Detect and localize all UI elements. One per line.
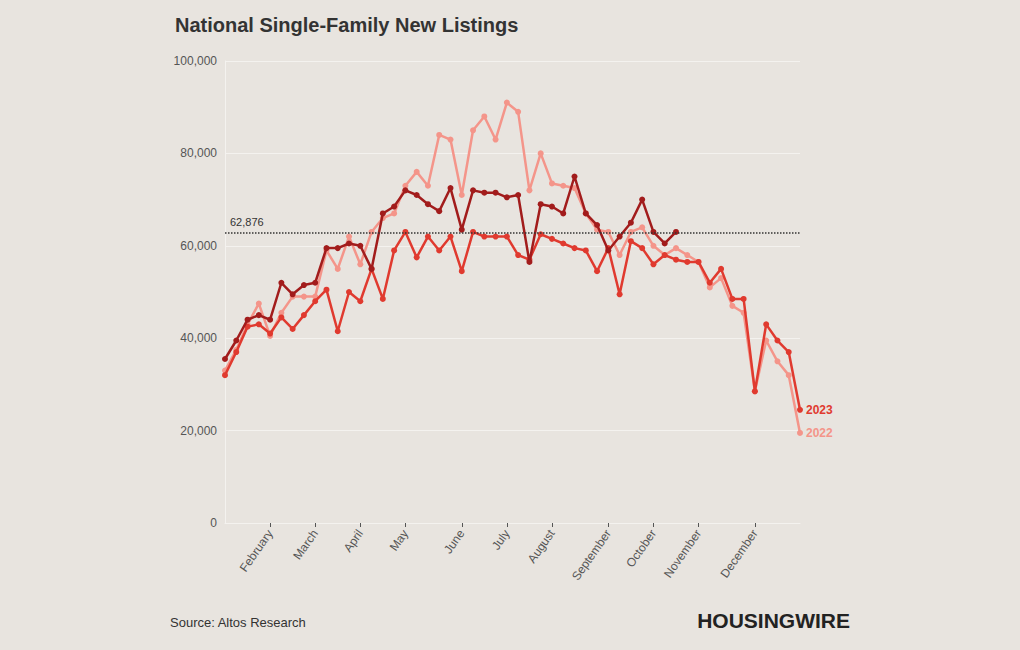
svg-text:April: April [341,527,366,555]
svg-text:60,000: 60,000 [180,239,217,253]
svg-text:National Single-Family New Lis: National Single-Family New Listings [175,14,518,36]
svg-text:2023: 2023 [806,403,833,417]
svg-text:September: September [569,527,614,583]
svg-text:0: 0 [210,516,217,530]
svg-text:May: May [387,527,411,554]
svg-text:80,000: 80,000 [180,146,217,160]
svg-text:March: March [290,527,321,562]
svg-text:February: February [237,527,276,574]
svg-text:November: November [661,527,704,580]
svg-text:HOUSINGWIRE: HOUSINGWIRE [697,609,850,632]
svg-text:December: December [717,527,760,580]
svg-text:100,000: 100,000 [174,54,218,68]
svg-text:July: July [489,527,513,553]
svg-text:40,000: 40,000 [180,331,217,345]
svg-text:August: August [525,526,558,565]
svg-text:62,876: 62,876 [230,216,264,228]
svg-text:October: October [623,527,659,570]
svg-text:20,000: 20,000 [180,424,217,438]
svg-text:Source: Altos Research: Source: Altos Research [170,615,306,630]
svg-text:June: June [441,527,468,557]
svg-text:2022: 2022 [806,426,833,440]
